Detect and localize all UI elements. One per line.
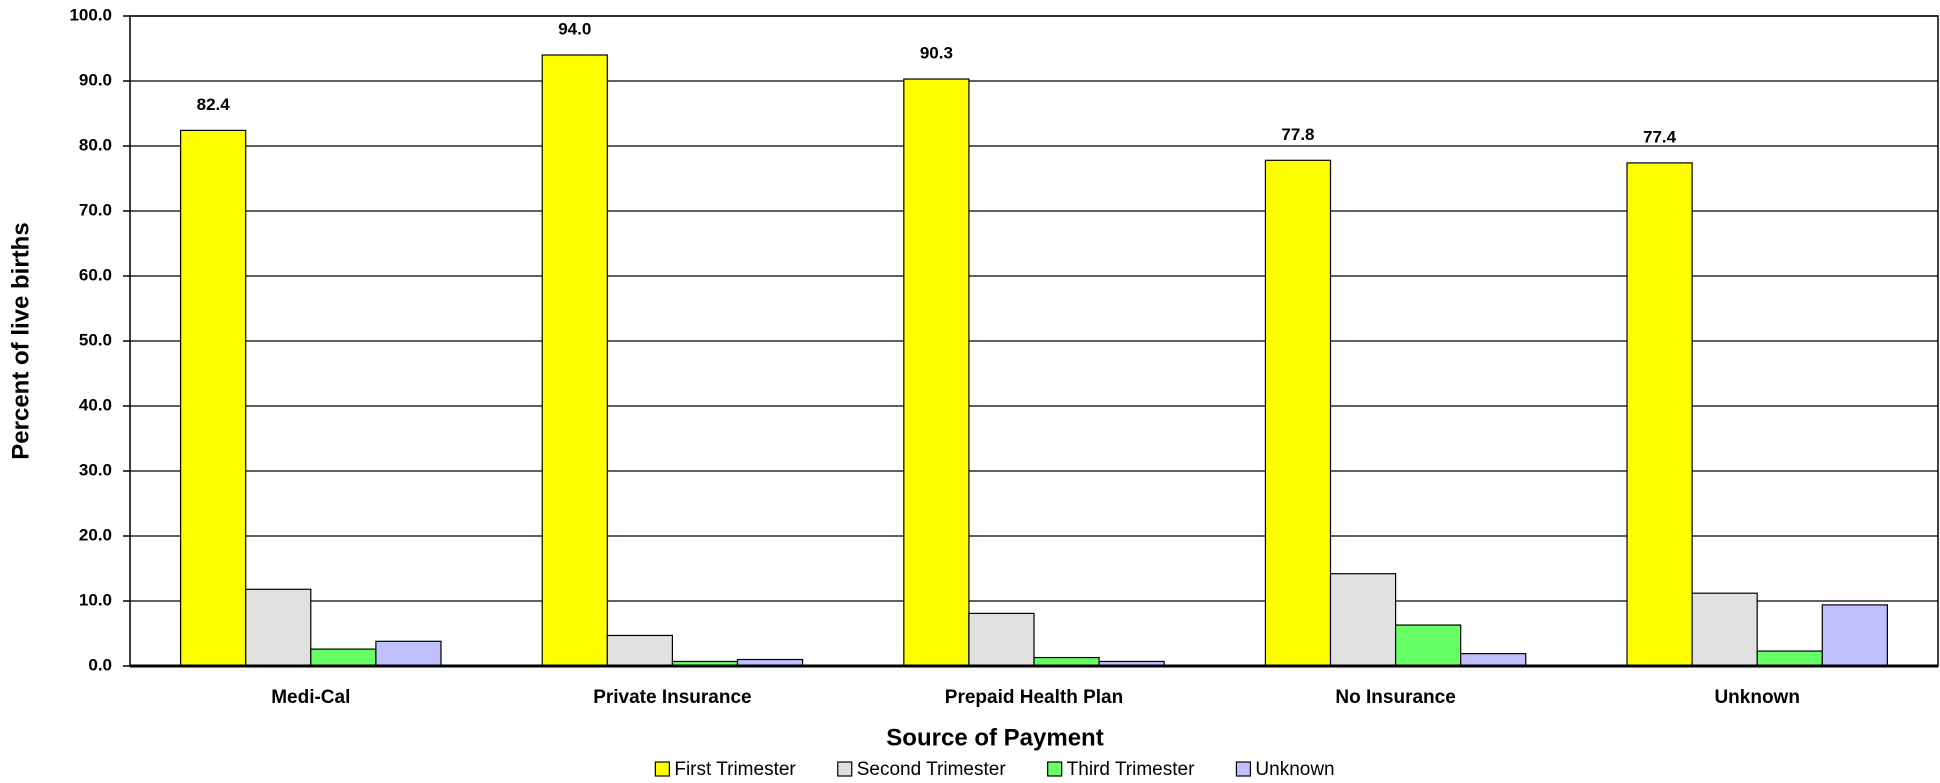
- y-tick-label: 10.0: [79, 590, 112, 609]
- bar: [968, 612, 1035, 667]
- bar: [541, 54, 608, 667]
- legend-label: First Trimester: [674, 759, 796, 780]
- x-tick-label: Unknown: [1714, 687, 1800, 708]
- bar: [606, 634, 674, 667]
- x-axis-title: Source of Payment: [886, 724, 1103, 751]
- bar: [1756, 650, 1823, 667]
- data-label: 82.4: [197, 95, 231, 114]
- y-tick-label: 70.0: [79, 200, 112, 219]
- legend-label: Second Trimester: [857, 759, 1007, 780]
- bar: [1821, 604, 1888, 667]
- bar: [1329, 573, 1397, 667]
- legend-swatch: [1047, 761, 1063, 777]
- bar: [903, 78, 970, 667]
- y-tick-label: 100.0: [69, 5, 112, 24]
- bar: [1460, 653, 1527, 667]
- y-tick-label: 90.0: [79, 70, 112, 89]
- y-axis-title: Percent of live births: [7, 222, 34, 459]
- data-label: 90.3: [920, 44, 953, 63]
- data-label: 77.8: [1281, 125, 1314, 144]
- legend-label: Unknown: [1255, 759, 1334, 780]
- legend-swatch: [1235, 761, 1252, 777]
- data-label: 77.4: [1643, 127, 1677, 146]
- y-tick-label: 60.0: [79, 265, 112, 284]
- y-tick-label: 40.0: [79, 395, 112, 414]
- x-tick-label: Private Insurance: [593, 687, 751, 708]
- y-tick-label: 80.0: [79, 135, 112, 154]
- bar: [245, 588, 312, 667]
- x-tick-label: Prepaid Health Plan: [945, 687, 1123, 708]
- bar: [375, 640, 442, 667]
- y-tick-label: 0.0: [88, 655, 112, 674]
- legend-swatch: [837, 761, 853, 777]
- y-tick-label: 30.0: [79, 460, 112, 479]
- bar: [1394, 624, 1462, 667]
- legend-label: Third Trimester: [1067, 759, 1195, 780]
- bar: [180, 129, 247, 667]
- y-tick-label: 50.0: [79, 330, 112, 349]
- legend-swatch: [654, 761, 670, 777]
- bar: [1626, 162, 1693, 667]
- data-label: 94.0: [558, 19, 591, 38]
- bar: [310, 648, 377, 667]
- bar: [1264, 159, 1332, 667]
- bar: [1691, 592, 1758, 667]
- x-tick-label: No Insurance: [1335, 687, 1455, 708]
- x-tick-label: Medi-Cal: [271, 687, 350, 708]
- y-tick-label: 20.0: [79, 525, 112, 544]
